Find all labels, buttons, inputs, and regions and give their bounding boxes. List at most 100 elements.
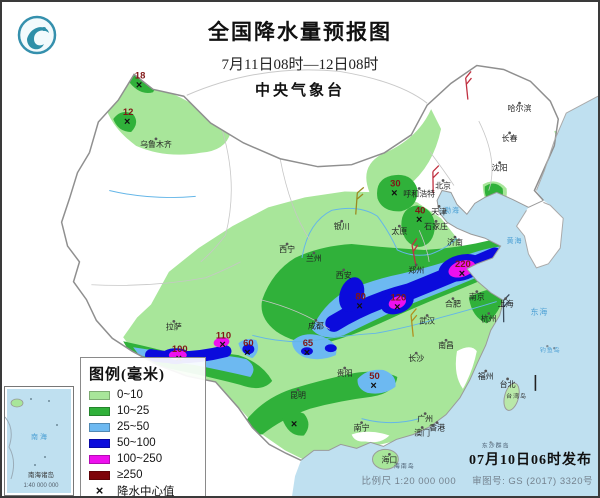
city-dot [397,224,401,228]
legend-range-label: 0~10 [117,389,143,401]
city-label: 乌鲁木齐 [140,139,172,149]
city-dot [437,204,441,208]
city-label: 济南 [447,237,463,247]
legend-swatch [89,454,110,464]
city-label: 贵阳 [337,368,353,378]
precip-center-cross: × [124,116,130,128]
city-label: 成都 [308,320,324,330]
wind-barb-icon [410,308,418,337]
inset-label: 南海诸岛 [28,470,54,479]
city-label: 南昌 [438,340,454,350]
precip-center-cross: × [219,339,225,351]
wind-barb-icon [432,165,440,194]
city-dot [425,314,429,317]
city-dot [518,101,521,105]
city-label: 福州 [478,372,494,381]
legend-center-marker-row: × 降水中心值 [89,483,197,498]
sea-label: 渤海 [444,205,460,214]
city-dot [414,351,418,355]
wind-barb-icon [465,71,472,100]
cma-logo [17,15,57,55]
map-scale: 比例尺 1:20 000 000 [361,476,457,487]
map-meta: 比例尺 1:20 000 000 审图号: GS (2017) 3320号 [362,473,594,487]
city-dot [420,426,424,429]
city-dot [508,131,511,135]
legend-row: ≥250 [89,467,197,483]
legend-panel: 图例(毫米) 0~10 10~25 25~50 50~100 100~250 ≥250 ×… [80,357,206,498]
legend-row: 50~100 [89,435,197,451]
precip-center-value: 80 [355,291,365,302]
legend-title: 图例(毫米) [89,367,165,383]
city-label: 武汉 [419,315,435,325]
city-label: 沈阳 [492,163,508,173]
taiwan-island [503,382,520,411]
city-dot [154,137,158,141]
inset-scale: 1:40 000 000 [23,483,59,489]
city-dot [314,319,318,322]
legend-row: 10~25 [89,403,197,419]
city-dot [434,219,438,223]
legend-swatch [89,390,110,400]
precip-center-cross: × [244,347,250,359]
precip-center-cross: × [459,268,465,280]
city-label: 西安 [336,270,352,280]
legend-range-label: 25~50 [117,421,150,433]
precip-center-cross: × [136,79,142,91]
city-label: 合肥 [445,299,461,309]
center-marker-label: 降水中心值 [117,486,175,498]
sea-label: 台湾岛 [506,392,527,400]
city-label: 澳门 [414,427,430,437]
city-label: 广州 [417,414,433,424]
sea-label: 黄海 [507,236,523,245]
city-label: 兰州 [306,253,322,263]
city-dot [312,251,316,255]
city-label: 昆明 [290,391,306,400]
legend-row: 25~50 [89,419,197,435]
city-dot [285,242,289,246]
map-approval-number: 审图号: GS (2017) 3320号 [472,476,593,487]
sea-label: 海南岛 [394,462,415,470]
city-dot [417,187,421,190]
legend-swatch [89,470,110,480]
city-label: 太原 [391,226,407,236]
precip-center-value: 60 [243,337,253,348]
sea-label: 钓鱼岛 [540,346,561,354]
precip-center-value: 50 [369,370,379,381]
city-dot [504,297,508,300]
wind-barbs [355,71,510,337]
city-label: 郑州 [408,265,424,275]
precip-center-value: 30 [390,178,400,189]
legend-range-label: 100~250 [117,453,163,465]
city-dot [423,412,427,416]
city-dot [343,366,347,370]
precip-center-cross: × [416,214,422,226]
city-label: 银川 [334,221,350,231]
province-borders [91,120,493,330]
inset-map: 南 海 南海诸岛 1:40 000 000 [5,398,59,489]
ocean [292,96,598,496]
legend-swatch [89,406,110,416]
precip-center-value: 40 [415,204,425,215]
legend-range-label: 10~25 [117,405,150,417]
city-dot [487,312,491,315]
city-label: 长春 [502,133,518,143]
city-dot [484,369,488,373]
city-dot [360,421,363,424]
precip-center-value: 110 [216,329,231,340]
city-dot [451,297,455,300]
sea-label: 东沙群岛 [482,441,510,449]
wind-barb-icon [355,186,365,215]
city-label: 石家庄 [424,221,448,231]
precip-center-cross: × [370,380,376,392]
city-dot [172,320,176,323]
city-label: 南京 [469,292,485,302]
city-dot [296,388,300,392]
city-label: 海口 [381,454,397,464]
city-label: 香港 [429,423,445,433]
rivers [109,189,497,424]
precip-center-cross: × [291,419,297,431]
city-label: 杭州 [481,313,497,323]
hainan-island [372,448,399,470]
